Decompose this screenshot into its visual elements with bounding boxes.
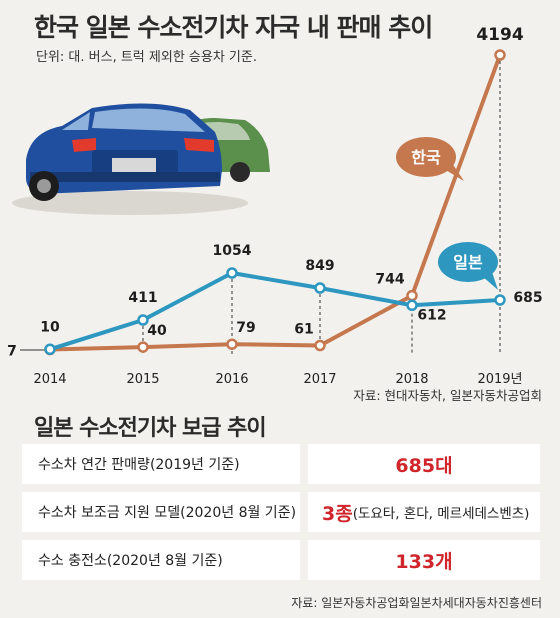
data-label: 685 <box>513 290 542 306</box>
data-point <box>494 294 506 306</box>
data-label: 7 <box>7 343 17 359</box>
value-note: (도요타, 혼다, 메르세데스벤츠) <box>352 506 530 522</box>
x-tick-label: 2014 <box>33 372 66 387</box>
row-value: 3종 (도요타, 혼다, 메르세데스벤츠) <box>308 492 540 532</box>
row-value: 133개 <box>308 540 540 580</box>
row-value: 685대 <box>308 444 540 484</box>
data-label: 40 <box>147 323 167 339</box>
series-lines <box>49 54 502 352</box>
row-label: 수소 충전소(2020년 8월 기준) <box>22 540 300 580</box>
data-point <box>44 343 56 356</box>
x-tick-label: 2019년 <box>477 372 522 387</box>
table-row: 수소차 보조금 지원 모델(2020년 8월 기준) 3종 (도요타, 혼다, … <box>22 492 540 532</box>
table-source: 자료: 일본자동차공업화일본차세대자동차진흥센터 <box>291 596 542 610</box>
table-row: 수소차 연간 판매량(2019년 기준) 685대 <box>22 444 540 484</box>
table-row: 수소 충전소(2020년 8월 기준) 133개 <box>22 540 540 580</box>
data-label: 4194 <box>476 25 523 45</box>
data-point <box>314 282 326 294</box>
data-point <box>406 299 418 312</box>
data-label: 744 <box>375 272 404 288</box>
x-axis-tick-labels: 2014 2015 2016 2017 2018 2019년 <box>33 372 522 387</box>
value-number: 3종 <box>322 502 353 525</box>
data-point <box>406 289 418 302</box>
data-point <box>494 49 506 61</box>
data-point <box>137 314 149 326</box>
data-markers <box>44 49 506 356</box>
data-label: 10 <box>40 319 60 335</box>
value-number: 685대 <box>395 454 453 477</box>
x-tick-label: 2016 <box>215 372 248 387</box>
row-label: 수소차 보조금 지원 모델(2020년 8월 기준) <box>22 492 300 532</box>
x-tick-label: 2018 <box>395 372 428 387</box>
data-label: 79 <box>236 320 255 336</box>
row-label: 수소차 연간 판매량(2019년 기준) <box>22 444 300 484</box>
chart-title: 한국 일본 수소전기차 자국 내 판매 추이 <box>34 13 433 42</box>
japan-stats-table: 수소차 연간 판매량(2019년 기준) 685대 수소차 보조금 지원 모델(… <box>22 444 540 588</box>
data-label: 411 <box>128 290 157 306</box>
series-bubble: 한국 <box>396 137 464 181</box>
chart-source: 자료: 현대자동차, 일본자동차공업회 <box>353 388 542 403</box>
data-label: 612 <box>417 307 446 323</box>
series-bubble-label: 일본 <box>453 253 483 272</box>
data-point <box>314 339 326 352</box>
data-label: 849 <box>305 258 334 274</box>
value-number: 133개 <box>395 550 453 573</box>
data-point <box>226 338 238 350</box>
series-line <box>49 54 502 352</box>
chart-subtitle: 단위: 대. 버스, 트럭 제외한 승용차 기준. <box>36 50 257 65</box>
series-bubble-label: 한국 <box>411 148 441 167</box>
data-point <box>226 267 238 279</box>
series-line <box>49 271 501 352</box>
x-tick-label: 2015 <box>126 372 159 387</box>
series-bubble: 일본 <box>438 242 498 290</box>
x-tick-label: 2017 <box>303 372 336 387</box>
data-labels: 10 411 1054 849 612 685 7 40 79 61 744 4194 <box>7 25 542 359</box>
data-label: 61 <box>294 322 313 338</box>
data-label: 1054 <box>213 243 252 259</box>
car-illustration <box>12 103 270 215</box>
data-point <box>137 341 149 353</box>
table-title: 일본 수소전기차 보급 추이 <box>34 416 267 441</box>
